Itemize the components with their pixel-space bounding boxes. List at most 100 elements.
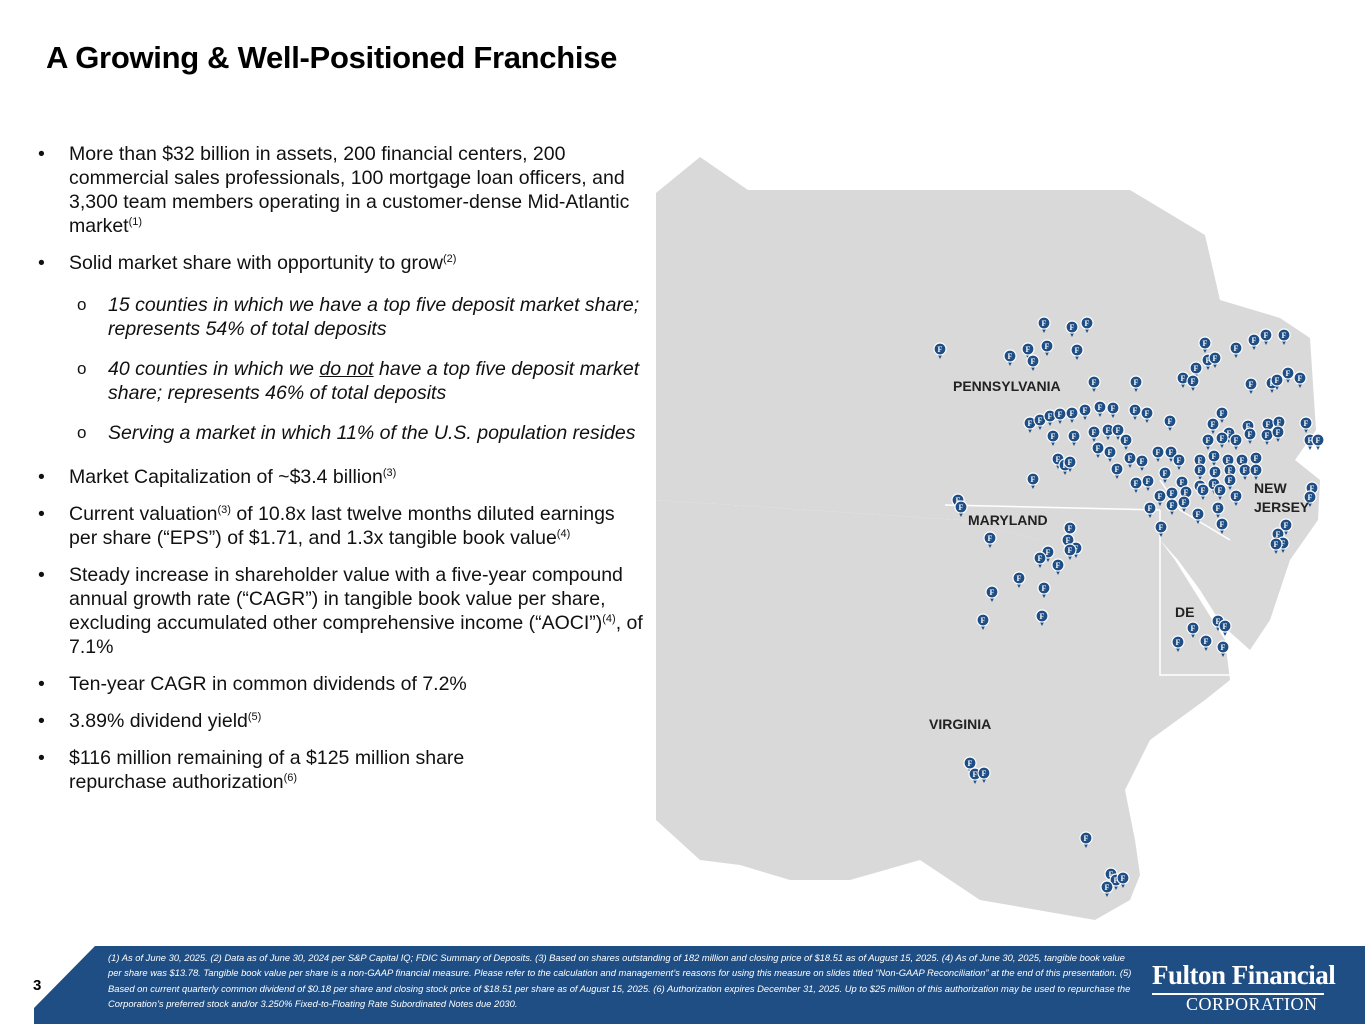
branch-marker-letter: F bbox=[1116, 426, 1121, 435]
branch-marker-letter: F bbox=[1223, 622, 1228, 631]
branch-marker-letter: F bbox=[1134, 378, 1139, 387]
branch-marker-letter: F bbox=[1056, 561, 1061, 570]
page-title: A Growing & Well-Positioned Franchise bbox=[46, 40, 618, 75]
bullet-dividend-cagr: • Ten-year CAGR in common dividends of 7.… bbox=[38, 673, 467, 695]
branch-marker-letter: F bbox=[1191, 624, 1196, 633]
branch-marker-letter: F bbox=[1105, 883, 1110, 892]
branch-marker-letter: F bbox=[1216, 617, 1221, 626]
branch-marker-letter: F bbox=[1109, 870, 1114, 879]
branch-marker: F bbox=[1046, 429, 1060, 446]
branch-marker: F bbox=[1249, 463, 1263, 480]
branch-marker-letter: F bbox=[1221, 643, 1226, 652]
branch-marker: F bbox=[1154, 520, 1168, 537]
branch-marker-letter: F bbox=[1068, 458, 1073, 467]
branch-marker: F bbox=[1281, 366, 1295, 383]
branch-marker-pin bbox=[1211, 501, 1225, 515]
branch-marker-pin bbox=[1216, 640, 1230, 654]
branch-marker-pin bbox=[1311, 433, 1325, 447]
branch-marker-pin bbox=[1040, 339, 1054, 353]
branch-marker-pin bbox=[1012, 571, 1026, 585]
branch-marker-letter: F bbox=[1211, 420, 1216, 429]
branch-marker: F bbox=[1215, 406, 1229, 423]
branch-marker-letter: F bbox=[1310, 484, 1315, 493]
branch-marker: F bbox=[1123, 451, 1137, 468]
branch-marker-pin bbox=[1277, 328, 1291, 342]
branch-marker-pin bbox=[1080, 316, 1094, 330]
branch-marker-letter: F bbox=[1266, 420, 1271, 429]
branch-marker-pin bbox=[1201, 433, 1215, 447]
branch-marker: F bbox=[1216, 640, 1230, 657]
branch-marker: F bbox=[1259, 328, 1273, 345]
branch-marker-pin bbox=[1116, 871, 1130, 885]
branch-marker-letter: F bbox=[1098, 403, 1103, 412]
branch-marker-letter: F bbox=[1204, 637, 1209, 646]
branch-marker-letter: F bbox=[1298, 374, 1303, 383]
branch-marker: F bbox=[1207, 449, 1221, 466]
branch-marker-pin bbox=[1021, 342, 1035, 356]
branch-marker-letter: F bbox=[1252, 336, 1257, 345]
branch-marker-pin bbox=[1249, 463, 1263, 477]
branch-marker-letter: F bbox=[1124, 436, 1129, 445]
branch-marker: F bbox=[1196, 483, 1210, 500]
branch-marker-letter: F bbox=[1031, 475, 1036, 484]
branch-marker-letter: F bbox=[959, 503, 964, 512]
state-label-new: NEW bbox=[1254, 480, 1287, 496]
logo-fulton-financial: Fulton Financial bbox=[1152, 960, 1336, 990]
branch-marker: F bbox=[1244, 377, 1258, 394]
branch-marker: F bbox=[1229, 341, 1243, 358]
bullet-valuation: • Current valuation(3) of 10.8x last twel… bbox=[38, 503, 615, 549]
branch-marker-pin bbox=[976, 613, 990, 627]
branch-marker-pin bbox=[933, 342, 947, 356]
branch-marker-pin bbox=[1035, 609, 1049, 623]
branch-marker: F bbox=[1033, 551, 1047, 568]
branch-marker-letter: F bbox=[1121, 874, 1126, 883]
branch-marker: F bbox=[1277, 328, 1291, 345]
branch-marker-letter: F bbox=[1092, 428, 1097, 437]
branch-marker-letter: F bbox=[1254, 454, 1259, 463]
branch-marker: F bbox=[1271, 425, 1285, 442]
branch-marker-letter: F bbox=[1026, 345, 1031, 354]
branch-marker-pin bbox=[1065, 406, 1079, 420]
branch-marker-letter: F bbox=[1308, 493, 1313, 502]
bullet-market-share: • Solid market share with opportunity to … bbox=[38, 252, 457, 274]
branch-marker-pin bbox=[1165, 498, 1179, 512]
branch-marker: F bbox=[1218, 619, 1232, 636]
branch-marker-pin bbox=[954, 500, 968, 514]
branch-marker-pin bbox=[1199, 634, 1213, 648]
branch-marker-pin bbox=[1141, 474, 1155, 488]
branch-marker: F bbox=[1186, 621, 1200, 638]
branch-marker-letter: F bbox=[1042, 584, 1047, 593]
branch-marker-letter: F bbox=[1243, 466, 1248, 475]
logo-divider bbox=[1152, 993, 1324, 995]
branch-marker: F bbox=[1070, 343, 1084, 360]
map-land bbox=[656, 157, 1320, 920]
branch-marker-letter: F bbox=[1070, 323, 1075, 332]
page-number: 3 bbox=[33, 977, 42, 994]
branch-marker-pin bbox=[1218, 619, 1232, 633]
branch-marker-letter: F bbox=[1277, 418, 1282, 427]
branch-marker: F bbox=[1079, 831, 1093, 848]
branch-marker: F bbox=[1201, 433, 1215, 450]
branch-marker-pin bbox=[1215, 431, 1229, 445]
branch-marker: F bbox=[1164, 445, 1178, 462]
branch-marker: F bbox=[1141, 474, 1155, 491]
branch-marker-letter: F bbox=[1206, 436, 1211, 445]
branch-marker-pin bbox=[1177, 495, 1191, 509]
branch-marker: F bbox=[1153, 489, 1167, 506]
branch-marker-letter: F bbox=[1284, 521, 1289, 530]
sub-bullet-not-top-five: o 40 counties in which we do not have a t… bbox=[77, 358, 640, 404]
branch-marker-pin bbox=[1189, 361, 1203, 375]
branch-marker-letter: F bbox=[1234, 344, 1239, 353]
branch-marker-letter: F bbox=[1234, 492, 1239, 501]
branch-marker: F bbox=[1293, 371, 1307, 388]
branch-marker-letter: F bbox=[1265, 431, 1270, 440]
branch-marker: F bbox=[1135, 454, 1149, 471]
branch-marker-pin bbox=[1091, 441, 1105, 455]
branch-marker: F bbox=[1208, 351, 1222, 368]
branch-marker-letter: F bbox=[1092, 378, 1097, 387]
bullet-dividend-yield: • 3.89% dividend yield(5) bbox=[38, 710, 262, 732]
branch-marker: F bbox=[1213, 483, 1227, 500]
branch-marker-pin bbox=[1196, 483, 1210, 497]
branch-marker-pin bbox=[1198, 336, 1212, 350]
branch-marker-letter: F bbox=[1282, 331, 1287, 340]
